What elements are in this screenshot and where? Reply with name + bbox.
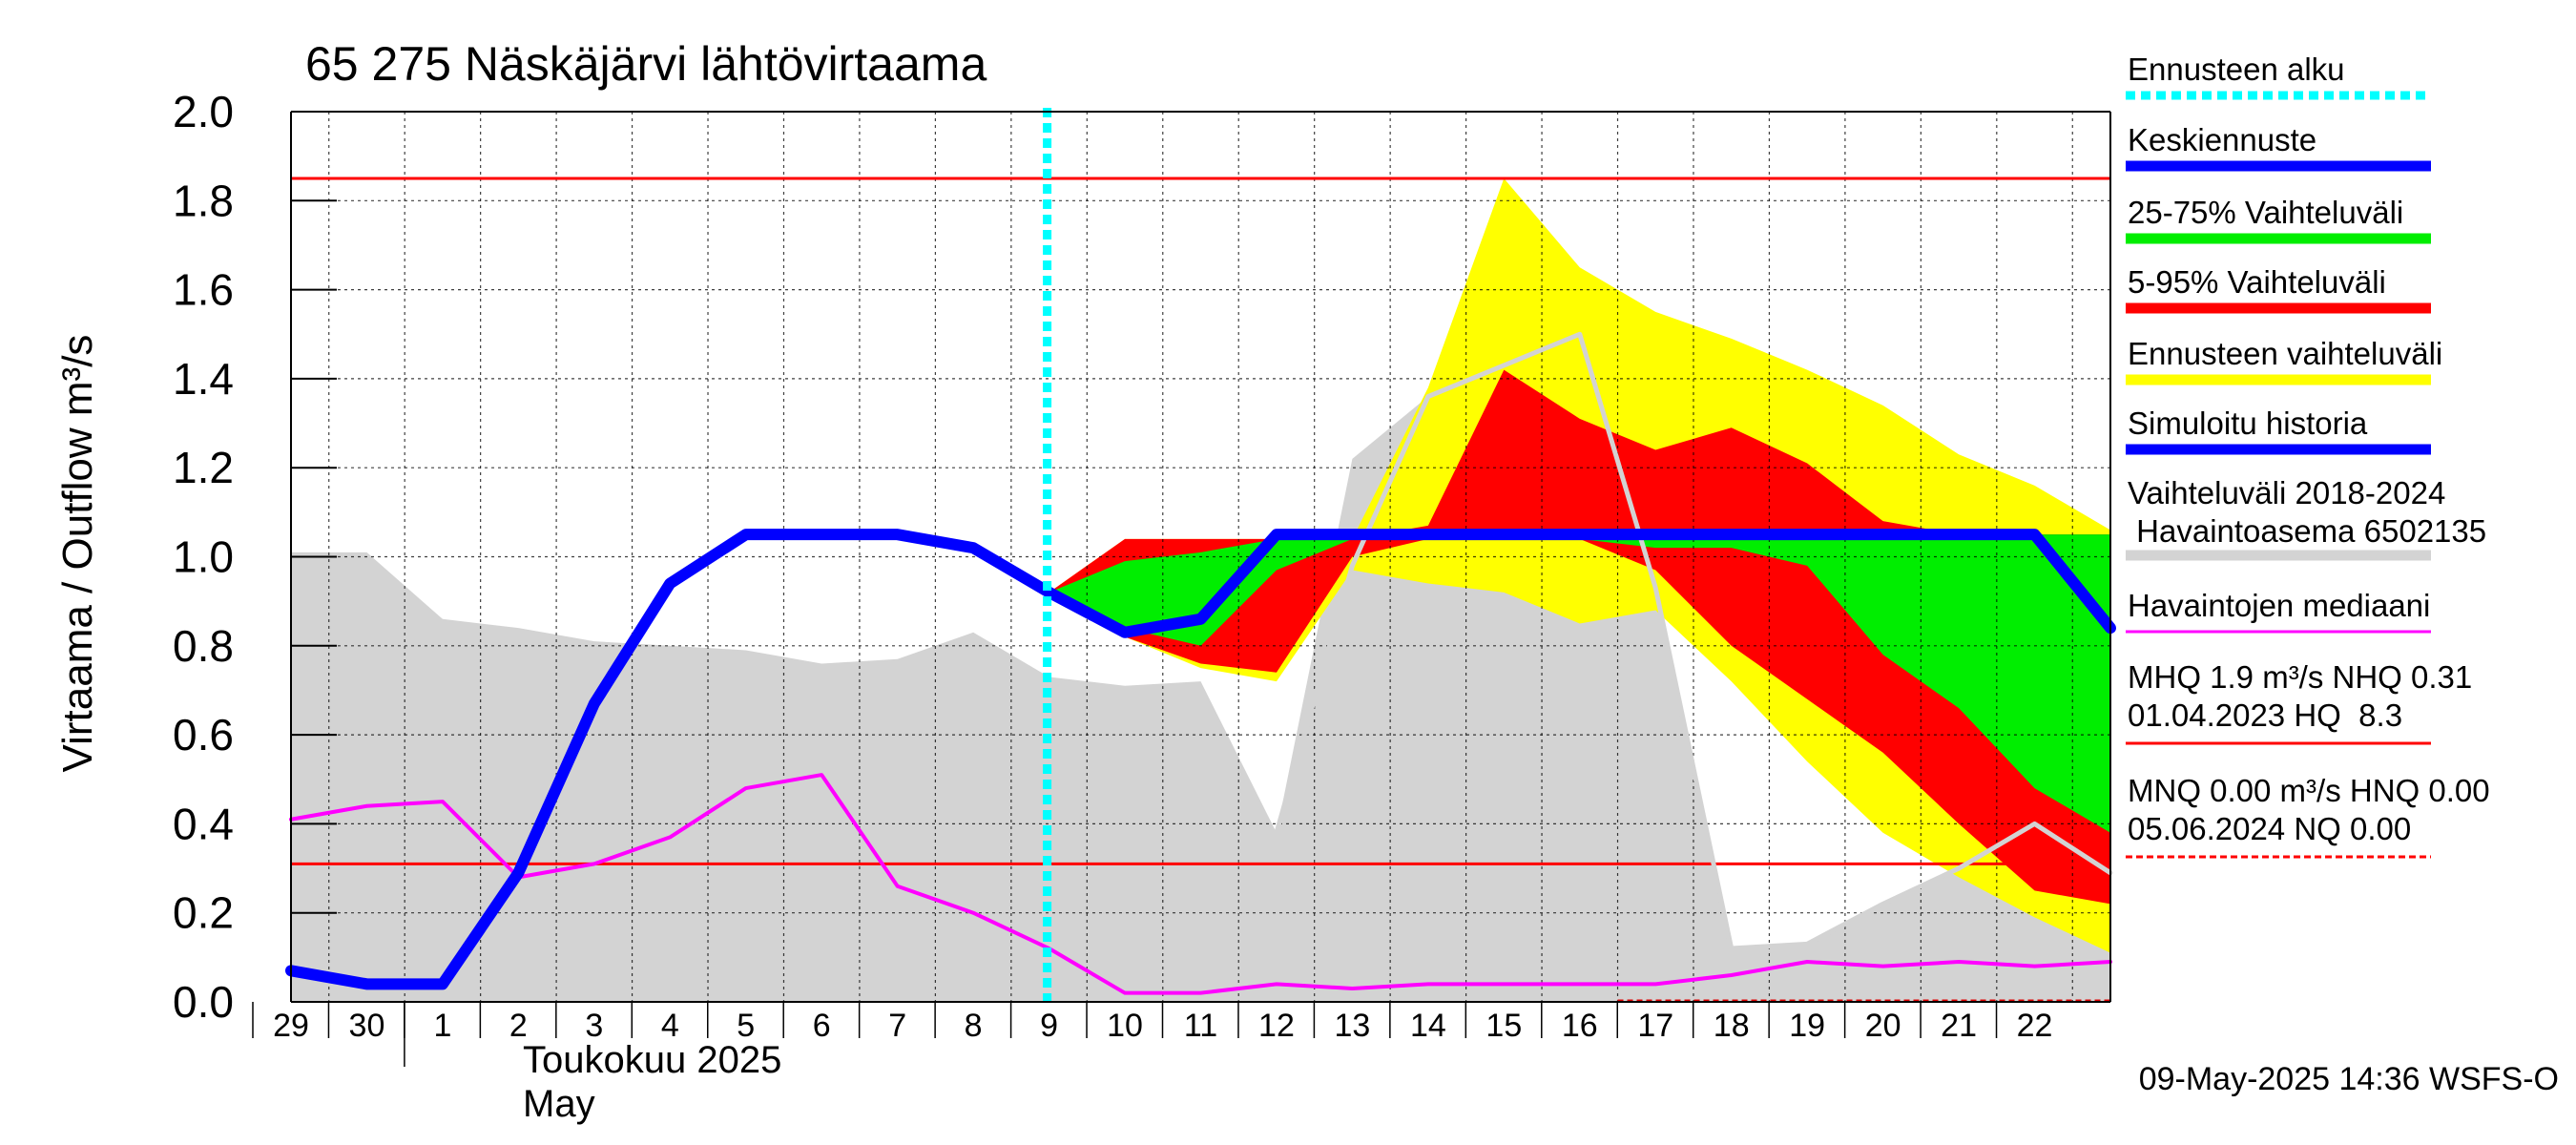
mnq-label: MNQ 0.00 m³/s HNQ 0.00 <box>2128 773 2490 808</box>
x-tick-label: 12 <box>1258 1008 1295 1044</box>
x-tick-label: 20 <box>1865 1008 1901 1044</box>
history-range-label: Vaihteluväli 2018-2024 <box>2128 475 2445 510</box>
simulated-history-line <box>285 529 1055 990</box>
simulated-history-label: Simuloitu historia <box>2128 406 2368 441</box>
median-line <box>289 773 2112 995</box>
x-tick-label: 11 <box>1184 1008 1217 1044</box>
x-tick-label: 6 <box>813 1008 831 1044</box>
y-tick-label: 0.4 <box>173 799 234 848</box>
timestamp: 09-May-2025 14:36 WSFS-O <box>2139 1061 2559 1097</box>
forecast-range-area <box>1049 177 2110 953</box>
y-tick-label: 0.6 <box>173 710 234 760</box>
x-tick-label: 17 <box>1637 1008 1673 1044</box>
median-label: Havaintojen mediaani <box>2128 588 2430 623</box>
x-tick-label: 2 <box>509 1008 528 1044</box>
y-tick-label: 0.2 <box>173 888 234 938</box>
area-layer <box>291 177 2110 1002</box>
mean-forecast-line <box>1043 529 2116 638</box>
y-tick-label: 1.4 <box>173 354 234 404</box>
x-tick-label: 21 <box>1941 1008 1977 1044</box>
x-tick-label: 3 <box>585 1008 603 1044</box>
p25-75-label: 25-75% Vaihteluväli <box>2128 195 2403 230</box>
x-tick-label: 5 <box>737 1008 755 1044</box>
axes-layer: 0.00.20.40.60.81.01.21.41.61.82.029 30 1 2 3… <box>173 87 2052 1067</box>
x-tick-label: 4 <box>661 1008 679 1044</box>
history-range-label-2: Havaintoasema 6502135 <box>2128 513 2486 549</box>
y-axis-label: Virtaama / Outflow m³/s <box>54 335 101 773</box>
line-layer <box>285 108 2116 1004</box>
x-tick-label: 10 <box>1107 1008 1143 1044</box>
history-range-area <box>291 334 2110 1002</box>
y-tick-label: 1.2 <box>173 443 234 492</box>
month-label-en: May <box>523 1083 595 1125</box>
x-tick-label: 1 <box>433 1008 451 1044</box>
observed-year-line <box>1274 331 2113 951</box>
forecast-range-label: Ennusteen vaihteluväli <box>2128 336 2442 371</box>
x-tick-label: 18 <box>1714 1008 1750 1044</box>
mnq-label-2: 05.06.2024 NQ 0.00 <box>2128 811 2411 846</box>
y-tick-label: 1.8 <box>173 176 234 225</box>
mean-forecast-label: Keskiennuste <box>2128 122 2316 157</box>
x-tick-label: 13 <box>1335 1008 1371 1044</box>
x-tick-label: 16 <box>1562 1008 1598 1044</box>
y-tick-label: 2.0 <box>173 87 234 136</box>
x-tick-label: 30 <box>349 1008 385 1044</box>
x-tick-label: 14 <box>1410 1008 1446 1044</box>
p25-75-area <box>1049 534 2110 833</box>
chart-title: 65 275 Näskäjärvi lähtövirtaama <box>305 37 987 91</box>
forecast-start-label: Ennusteen alku <box>2128 52 2345 87</box>
y-tick-label: 1.6 <box>173 265 234 315</box>
x-tick-label: 19 <box>1789 1008 1825 1044</box>
y-tick-label: 0.8 <box>173 621 234 671</box>
x-tick-label: 9 <box>1040 1008 1058 1044</box>
x-tick-label: 8 <box>965 1008 983 1044</box>
mhq-label: MHQ 1.9 m³/s NHQ 0.31 <box>2128 659 2472 695</box>
legend: Ennusteen alku Keskiennuste 25-75% Vaihtel… <box>2126 52 2490 859</box>
month-label-fi: Toukokuu 2025 <box>523 1039 781 1081</box>
y-tick-label: 1.0 <box>173 532 234 582</box>
x-tick-label: 22 <box>2017 1008 2053 1044</box>
p5-95-area <box>1049 369 2110 905</box>
x-tick-label: 29 <box>273 1008 309 1044</box>
mhq-label-2: 01.04.2023 HQ 8.3 <box>2128 697 2402 733</box>
p5-95-label: 5-95% Vaihteluväli <box>2128 264 2386 300</box>
y-tick-label: 0.0 <box>173 977 234 1027</box>
x-tick-label: 15 <box>1485 1008 1522 1044</box>
x-tick-label: 7 <box>888 1008 906 1044</box>
